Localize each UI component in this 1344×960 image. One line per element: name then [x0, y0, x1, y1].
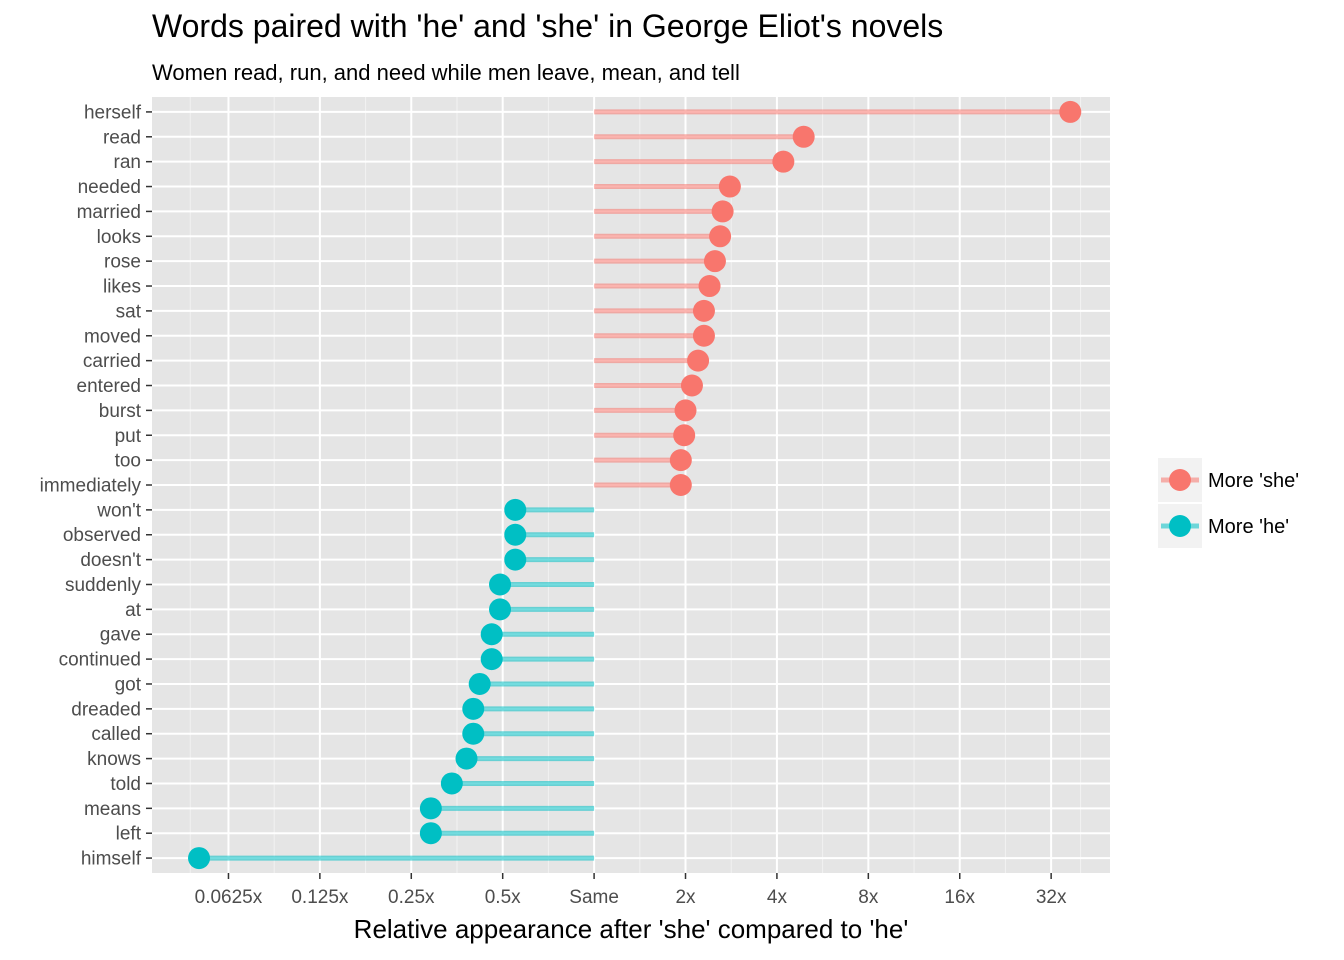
data-point [462, 697, 485, 720]
y-tick-label: himself [81, 849, 142, 870]
legend-label: More 'she' [1208, 470, 1299, 492]
y-tick-label: gave [100, 625, 141, 646]
x-tick-label: 0.5x [485, 887, 521, 908]
data-point [692, 299, 715, 322]
y-tick-label: entered [77, 376, 141, 397]
x-tick-label: 0.125x [291, 887, 349, 908]
data-point [419, 822, 442, 845]
data-point [687, 349, 710, 372]
data-point [669, 449, 692, 472]
y-tick-label: knows [87, 749, 141, 770]
data-point [504, 523, 527, 546]
y-tick-label: called [91, 724, 141, 745]
legend-key-point [1169, 515, 1191, 537]
data-point [669, 474, 692, 496]
y-tick-label: won't [96, 500, 141, 521]
data-point [462, 722, 485, 745]
x-tick-label: 0.25x [388, 887, 435, 908]
data-point [489, 573, 512, 596]
data-point [455, 747, 478, 770]
data-point [718, 175, 741, 198]
data-point [673, 424, 696, 447]
data-point [692, 324, 715, 347]
x-tick-label: 16x [944, 887, 975, 908]
data-point [419, 797, 442, 820]
data-point [480, 648, 503, 671]
y-tick-label: ran [114, 152, 141, 173]
y-tick-label: looks [97, 227, 141, 248]
y-tick-label: carried [83, 351, 141, 372]
data-point [711, 200, 734, 223]
y-tick-label: moved [84, 326, 141, 347]
legend-key-point [1169, 469, 1191, 491]
legend-label: More 'he' [1208, 516, 1289, 538]
data-point [489, 598, 512, 621]
data-point [698, 275, 721, 298]
data-point [709, 225, 732, 248]
y-tick-label: left [116, 824, 142, 845]
y-tick-label: got [115, 674, 142, 695]
x-tick-label: 0.0625x [195, 887, 263, 908]
y-tick-label: married [77, 202, 141, 223]
data-point [480, 623, 503, 646]
data-point [703, 250, 726, 273]
y-tick-label: needed [78, 177, 141, 198]
x-tick-label: 2x [675, 887, 696, 908]
x-tick-label: Same [569, 887, 619, 908]
y-tick-label: means [84, 799, 141, 820]
y-tick-label: told [110, 774, 141, 795]
y-tick-label: dreaded [71, 699, 141, 720]
y-tick-label: sat [116, 301, 142, 322]
data-point [188, 847, 211, 870]
y-tick-label: observed [63, 525, 141, 546]
y-tick-label: put [115, 426, 142, 447]
data-point [674, 399, 697, 422]
x-tick-label: 32x [1036, 887, 1067, 908]
y-tick-label: herself [84, 102, 142, 123]
y-tick-label: continued [59, 650, 141, 671]
y-tick-label: burst [99, 401, 142, 422]
data-point [468, 672, 491, 695]
x-axis-title: Relative appearance after 'she' compared… [353, 914, 909, 944]
data-point [792, 125, 815, 148]
data-point [1059, 100, 1082, 123]
data-point [772, 150, 795, 173]
y-tick-label: at [125, 600, 142, 621]
data-point [504, 548, 527, 571]
chart-title: Words paired with 'he' and 'she' in Geor… [152, 8, 944, 44]
y-tick-label: too [115, 451, 141, 472]
chart-subtitle: Women read, run, and need while men leav… [152, 60, 740, 85]
y-tick-label: suddenly [65, 575, 142, 596]
y-tick-label: rose [104, 252, 141, 273]
y-tick-label: immediately [40, 476, 142, 497]
data-point [440, 772, 463, 795]
y-tick-label: likes [103, 277, 141, 298]
x-tick-label: 8x [858, 887, 879, 908]
y-tick-label: read [103, 127, 141, 148]
data-point [504, 498, 527, 521]
data-point [680, 374, 703, 397]
x-tick-label: 4x [767, 887, 788, 908]
y-tick-label: doesn't [80, 550, 141, 571]
